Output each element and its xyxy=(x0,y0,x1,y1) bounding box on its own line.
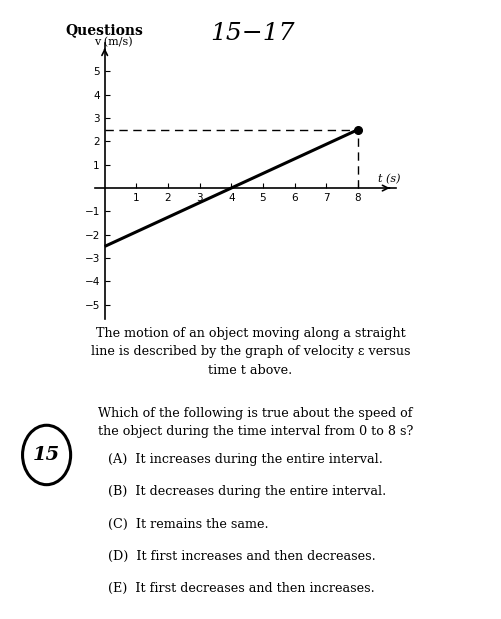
Text: 15−17: 15−17 xyxy=(210,22,295,45)
Text: The motion of an object moving along a straight
line is described by the graph o: The motion of an object moving along a s… xyxy=(91,327,410,377)
Text: (A)  It increases during the entire interval.: (A) It increases during the entire inter… xyxy=(108,453,383,466)
Text: 15: 15 xyxy=(33,446,60,464)
Text: (C)  It remains the same.: (C) It remains the same. xyxy=(108,517,269,530)
Text: (D)  It first increases and then decreases.: (D) It first increases and then decrease… xyxy=(108,550,375,563)
Text: (B)  It decreases during the entire interval.: (B) It decreases during the entire inter… xyxy=(108,485,386,498)
Text: Questions: Questions xyxy=(65,24,143,38)
Text: (E)  It first decreases and then increases.: (E) It first decreases and then increase… xyxy=(108,582,374,595)
Text: v (m/s): v (m/s) xyxy=(94,37,132,47)
Text: Which of the following is true about the speed of
the object during the time int: Which of the following is true about the… xyxy=(98,407,413,438)
Text: t (s): t (s) xyxy=(378,173,401,184)
